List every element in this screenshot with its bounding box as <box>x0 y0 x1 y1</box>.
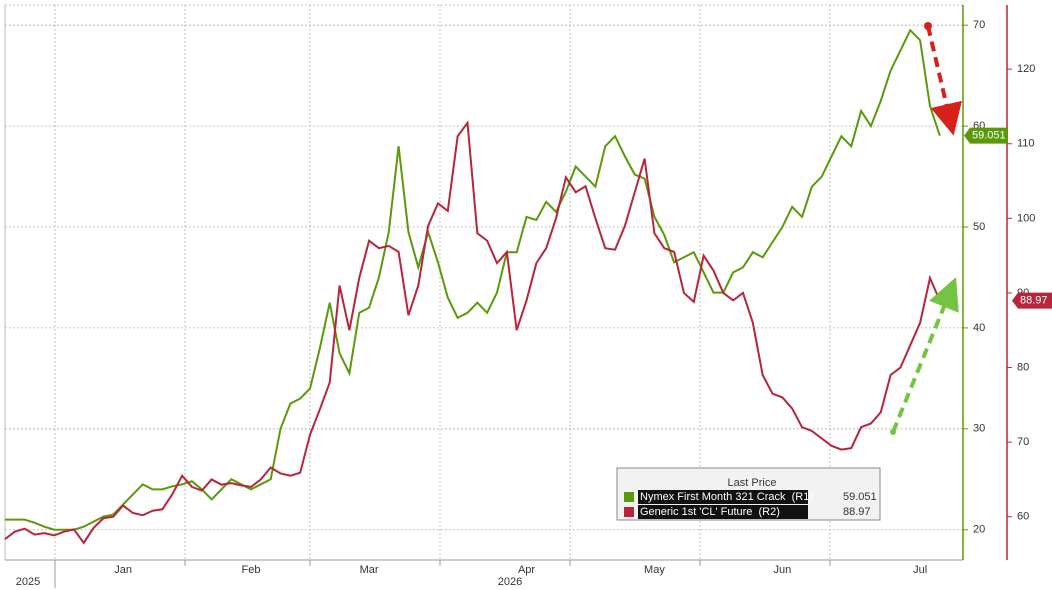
y2-tick-label: 110 <box>1017 138 1035 150</box>
y2-tick-label: 70 <box>1017 436 1029 448</box>
last-value-label: 88.97 <box>1020 295 1048 307</box>
legend-value: 59.051 <box>843 491 877 503</box>
y2-tick-label: 100 <box>1017 212 1035 224</box>
legend-name-bg <box>638 505 808 519</box>
series-line <box>5 28 941 531</box>
legend-name-bg <box>638 490 808 504</box>
y-tick-label: 30 <box>973 423 985 435</box>
x-tick-label: May <box>644 564 665 576</box>
last-value-tag <box>964 127 1008 144</box>
y-tick-label: 70 <box>973 19 985 31</box>
x-tick-label: Feb <box>242 564 261 576</box>
legend-swatch <box>624 492 634 502</box>
legend-swatch <box>624 507 634 517</box>
axes: 20304050607060708090100110120JanFebMarAp… <box>5 5 1052 588</box>
y-tick-label: 20 <box>973 524 985 536</box>
arrow-dot <box>890 429 896 435</box>
legend-name: Nymex First Month 321 Crack (R1) <box>640 491 813 503</box>
down-arrow <box>926 25 962 136</box>
legend: Last Price Nymex First Month 321 Crack (… <box>616 467 881 521</box>
last-value-label: 59.051 <box>972 130 1006 142</box>
x-tick-label: Mar <box>360 564 379 576</box>
grid <box>4 4 963 560</box>
x-tick-label: Jan <box>114 564 132 576</box>
arrow-dot <box>924 22 932 30</box>
lines <box>4 28 941 545</box>
legend-title: Last Price <box>728 477 777 489</box>
y-tick-label: 50 <box>973 221 985 233</box>
y-tick-label: 40 <box>973 322 985 334</box>
x-group-label: 2025 <box>16 576 40 588</box>
series-line <box>4 120 941 545</box>
x-tick-label: Jul <box>913 564 927 576</box>
last-value-tag <box>1012 292 1052 309</box>
legend-value: 88.97 <box>843 506 871 518</box>
y2-tick-label: 80 <box>1017 361 1029 373</box>
x-group-label: 2026 <box>498 576 522 588</box>
legend-name: Generic 1st 'CL' Future (R2) <box>640 506 780 518</box>
x-tick-label: Apr <box>518 564 535 576</box>
y2-tick-label: 60 <box>1017 511 1029 523</box>
up-arrow <box>891 277 959 433</box>
x-tick-label: Jun <box>773 564 791 576</box>
y2-tick-label: 120 <box>1017 63 1035 75</box>
